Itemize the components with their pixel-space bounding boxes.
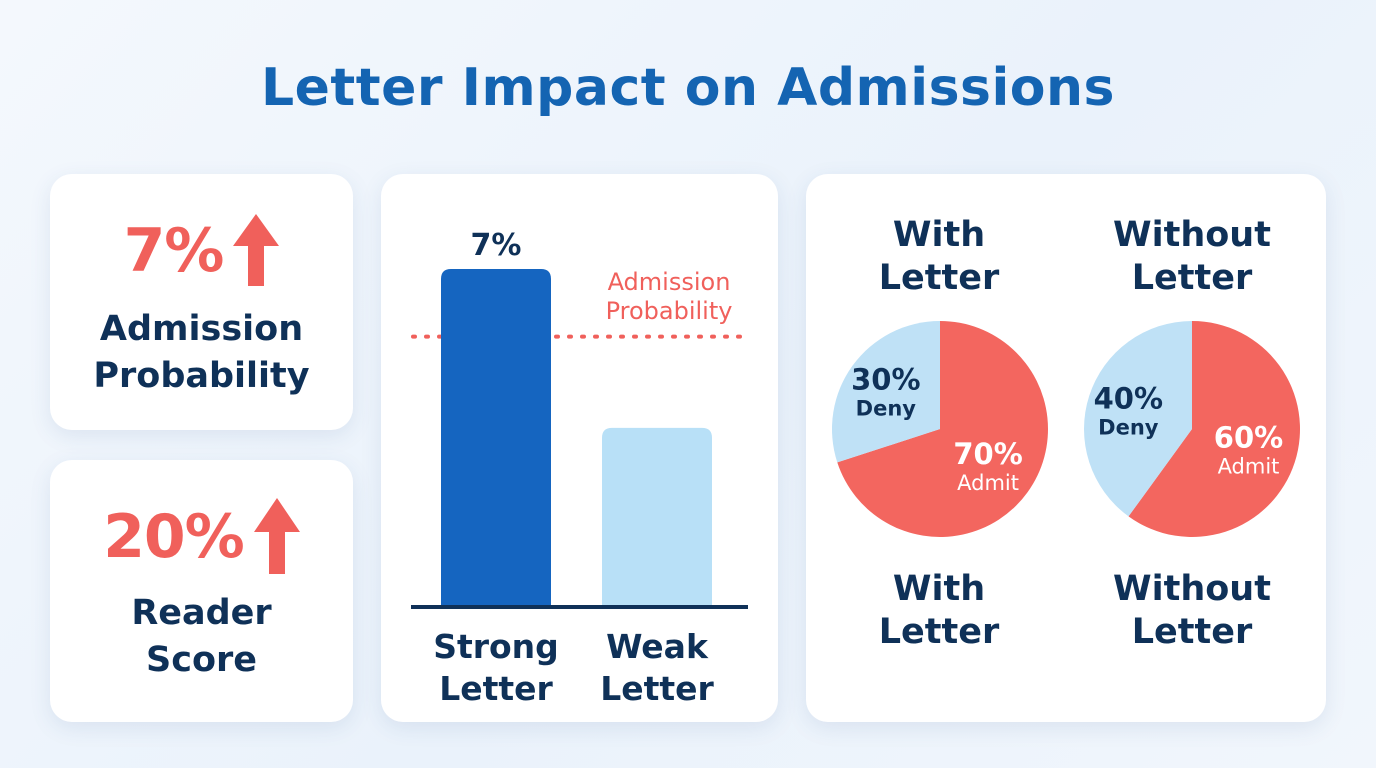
bar-chart: AdmissionProbability7%StrongLetterWeakLe… xyxy=(411,228,751,708)
category-label: Strong xyxy=(433,627,559,666)
stat-value-row: 7% xyxy=(50,212,353,290)
bar-1 xyxy=(602,427,712,607)
category-label: Letter xyxy=(439,669,553,708)
page-title: Letter Impact on Admissions xyxy=(260,58,1115,118)
pie-slice-value: 70% xyxy=(953,437,1022,471)
pie-title-line: Letter xyxy=(878,258,1000,298)
pie-title-line: Letter xyxy=(1131,258,1253,298)
pie-slice-value: 30% xyxy=(851,363,920,397)
category-label: Letter xyxy=(600,669,714,708)
pie-slice-name: Admit xyxy=(1218,454,1280,478)
bar-value-label: 7% xyxy=(471,228,522,263)
pie-slice-deny xyxy=(1084,321,1192,517)
pie-slice-name: Admit xyxy=(957,471,1019,495)
bar-0 xyxy=(441,269,551,607)
pie-caption-with-letter: With Letter xyxy=(819,568,1059,654)
pie-title-with-letter: With Letter xyxy=(819,214,1059,300)
reference-line-label: Probability xyxy=(606,297,733,325)
stat-label-line: Admission xyxy=(99,309,304,349)
stat-label-line: Probability xyxy=(93,356,310,396)
pie-slice-name: Deny xyxy=(1098,415,1159,439)
stat-value: 20% xyxy=(103,502,245,572)
bar-chart-card: Admission Probability 7% Strong Letter Weak Le… xyxy=(381,174,778,722)
reference-line-label: Admission xyxy=(608,268,731,296)
pie-title-without-letter: Without Letter xyxy=(1072,214,1312,300)
pie-slice-value: 60% xyxy=(1214,420,1283,454)
pie-caption-line: With xyxy=(892,569,986,609)
arrow-up-icon xyxy=(233,212,280,290)
pie-caption-line: Letter xyxy=(878,612,1000,652)
pie-charts-card: With Letter Without Letter 70% Admit 30% De… xyxy=(806,174,1326,722)
pie-caption-line: Letter xyxy=(1131,612,1253,652)
pie-caption-line: Without xyxy=(1113,569,1271,609)
stat-label: Reader Score xyxy=(50,590,353,684)
pie-slice-name: Deny xyxy=(856,397,917,421)
stat-label-line: Score xyxy=(146,640,257,680)
pie-slice-deny xyxy=(832,321,940,463)
stat-value-row: 20% xyxy=(50,496,353,578)
pie-title-line: With xyxy=(892,215,986,255)
pie-title-line: Without xyxy=(1113,215,1271,255)
stat-card-admission: 7% Admission Probability xyxy=(50,174,353,430)
pie-slice-value: 40% xyxy=(1094,381,1163,415)
stat-value: 7% xyxy=(123,216,225,286)
stat-label: Admission Probability xyxy=(50,306,353,400)
category-label: Weak xyxy=(606,627,709,666)
stat-label-line: Reader xyxy=(131,593,272,633)
stat-card-reader: 20% Reader Score xyxy=(50,460,353,722)
pie-caption-without-letter: Without Letter xyxy=(1072,568,1312,654)
arrow-up-icon xyxy=(253,496,300,578)
pie-slice-admit xyxy=(837,321,1048,537)
pie-slice-admit xyxy=(1128,321,1300,537)
